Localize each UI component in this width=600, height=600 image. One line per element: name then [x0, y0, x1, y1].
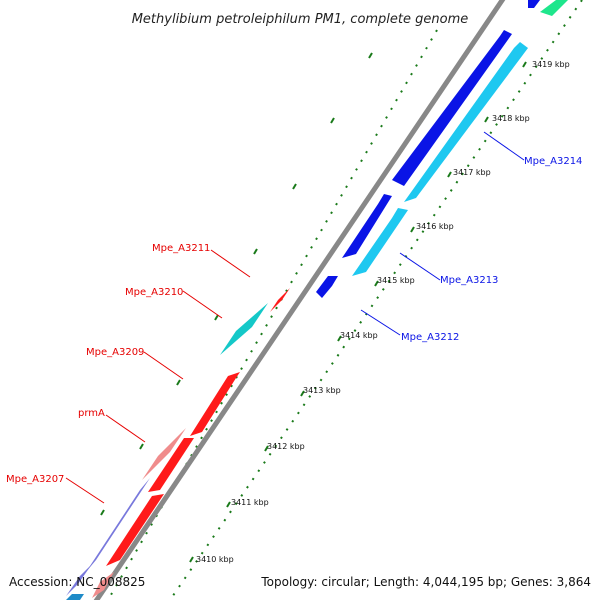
gene-arrow-inner-2[interactable] [106, 494, 164, 566]
kbp-label-3411: 3411 kbp [231, 498, 269, 507]
kbp-label-3412: 3412 kbp [267, 442, 305, 451]
gene-arrow-mpe-a3207[interactable] [86, 478, 150, 572]
genome-backbone [93, 0, 506, 600]
right-major-ticks [189, 61, 527, 563]
kbp-label-3417: 3417 kbp [453, 168, 491, 177]
right-tick-track [169, 0, 583, 600]
gene-label-mpe-a3212: Mpe_A3212 [401, 332, 459, 343]
gene-arrow-lower-3[interactable] [66, 594, 84, 600]
gene-arrow-mpe-a3214-light[interactable] [404, 42, 528, 202]
kbp-label-3418: 3418 kbp [492, 114, 530, 123]
topology-text: Topology: circular; Length: 4,044,195 bp… [260, 575, 591, 589]
leader-mpe-a3213 [399, 252, 441, 281]
leader-mpe-a3207 [65, 477, 105, 504]
leader-mpe-a3212 [360, 309, 401, 336]
kbp-label-3414: 3414 kbp [340, 331, 378, 340]
kbp-label-3416: 3416 kbp [416, 222, 454, 231]
kbp-label-3419: 3419 kbp [532, 60, 570, 69]
gene-label-mpe-a3207: Mpe_A3207 [6, 474, 64, 485]
gene-label-mpe-a3214: Mpe_A3214 [524, 156, 582, 167]
gene-arrow-lower-2[interactable] [92, 572, 114, 598]
kbp-label-3415: 3415 kbp [377, 276, 415, 285]
gene-label-prma: prmA [78, 408, 105, 419]
gene-label-mpe-a3209: Mpe_A3209 [86, 347, 144, 358]
gene-arrow-lower-1[interactable] [66, 564, 92, 596]
leader-mpe-a3211 [210, 249, 251, 278]
gene-label-mpe-a3211: Mpe_A3211 [152, 243, 210, 254]
gene-arrow-mpe-a3214-blue[interactable] [392, 30, 512, 186]
gene-arrow-mpe-a3212[interactable] [316, 276, 338, 298]
leader-mpe-a3210 [182, 290, 223, 319]
leader-mpe-a3214 [483, 131, 525, 161]
kbp-label-3410: 3410 kbp [196, 555, 234, 564]
leader-mpe-a3209 [143, 351, 184, 380]
accession-text: Accession: NC_008825 [9, 575, 145, 589]
gene-arrow-mpe-a3211[interactable] [270, 288, 290, 312]
left-major-ticks [100, 52, 373, 516]
gene-arrow-mpe-a3209[interactable] [190, 372, 240, 436]
gene-label-mpe-a3213: Mpe_A3213 [440, 275, 498, 286]
gene-label-mpe-a3210: Mpe_A3210 [125, 287, 183, 298]
gene-arrow-inner-1[interactable] [148, 438, 194, 492]
kbp-label-3413: 3413 kbp [303, 386, 341, 395]
gene-arrow-mpe-a3213-light[interactable] [352, 208, 408, 276]
leader-prma [105, 414, 146, 443]
gene-arrow-mpe-a3210[interactable] [220, 303, 268, 355]
gene-arrow-top-green[interactable] [540, 0, 568, 16]
gene-arrow-mpe-a3213-blue[interactable] [342, 194, 392, 258]
gene-arrow-top-blue[interactable] [528, 0, 540, 8]
map-title: Methylibium petroleiphilum PM1, complete… [132, 12, 469, 27]
gene-arrow-prma[interactable] [142, 428, 186, 480]
